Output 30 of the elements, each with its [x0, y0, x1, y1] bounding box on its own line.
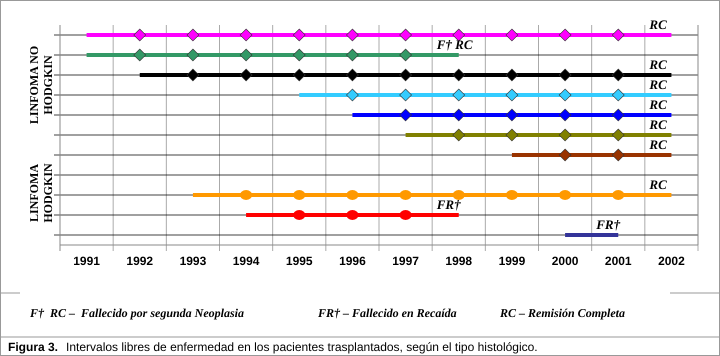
x-tick-label: 2001 — [604, 254, 632, 268]
data-label: RC — [648, 137, 668, 152]
data-label: FR† — [436, 197, 462, 212]
text: Figura 3. — [8, 340, 58, 354]
x-tick-label: 1999 — [498, 254, 526, 268]
x-tick-label: 2002 — [658, 254, 686, 268]
text: LINFOMA NO HODGKIN — [27, 46, 55, 124]
x-tick-label: 2000 — [552, 254, 579, 268]
x-tick-label: 1998 — [445, 254, 472, 268]
data-label: RC — [648, 77, 668, 92]
text: Intervalos libres de enfermedad en los pacientes trasplantados, según el tipo histológico. — [66, 340, 538, 354]
x-tick-label: 1997 — [392, 254, 420, 268]
x-tick-label: 1993 — [180, 254, 207, 268]
data-label: RC — [648, 57, 668, 72]
x-tick-label: 1991 — [73, 254, 100, 268]
x-tick-label: 1992 — [126, 254, 154, 268]
bar — [565, 233, 618, 237]
text: LINFOMA HODGKIN — [27, 163, 55, 223]
data-label: RC — [648, 177, 668, 192]
x-tick-label: 1994 — [232, 254, 260, 268]
x-tick-label: 1996 — [339, 254, 366, 268]
data-label: RC — [648, 117, 668, 132]
x-tick-label: 1995 — [286, 254, 313, 268]
text: F† RC – Fallecido por segunda Neoplasia — [29, 306, 244, 320]
data-label: RC — [648, 17, 668, 32]
text: RC – Remisión Completa — [499, 306, 626, 320]
data-label: F† RC — [436, 37, 473, 52]
data-label: RC — [648, 97, 668, 112]
data-label: FR† — [595, 217, 621, 232]
text: FR† – Fallecido en Recaída — [317, 306, 457, 320]
